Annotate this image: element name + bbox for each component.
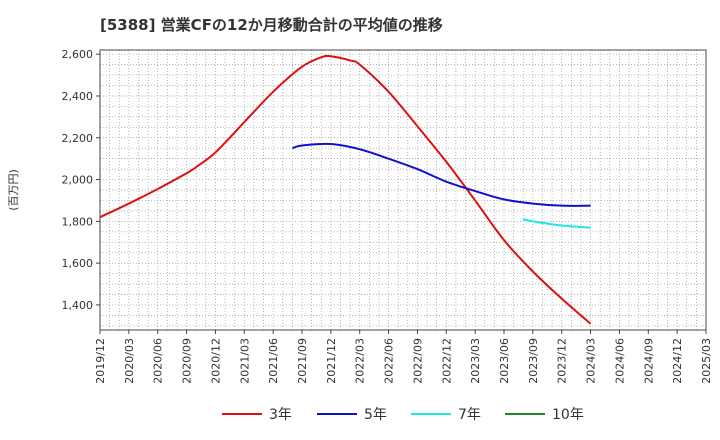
x-tick-label: 2021/06 xyxy=(267,338,280,384)
y-tick-label: 2,400 xyxy=(62,90,94,103)
x-tick-label: 2022/12 xyxy=(440,338,453,384)
x-tick-label: 2024/06 xyxy=(613,338,626,384)
chart-title: [5388] 営業CFの12か月移動合計の平均値の推移 xyxy=(100,16,443,34)
grid xyxy=(100,50,706,330)
x-axis: 2019/12 2020/03 2020/06 2020/09 2020/12 2021/… xyxy=(94,330,713,384)
y-axis-label: (百万円) xyxy=(7,169,20,211)
x-tick-label: 2022/06 xyxy=(383,338,396,384)
series-lines xyxy=(99,54,592,325)
x-tick-label: 2019/12 xyxy=(94,338,107,384)
y-tick-label: 1,800 xyxy=(62,215,94,228)
x-tick-label: 2022/03 xyxy=(354,338,367,384)
y-tick-label: 1,600 xyxy=(62,257,94,270)
x-tick-label: 2024/12 xyxy=(671,338,684,384)
x-tick-label: 2024/09 xyxy=(642,338,655,384)
x-tick-label: 2020/12 xyxy=(209,338,222,384)
x-tick-label: 2021/12 xyxy=(325,338,338,384)
x-tick-label: 2023/12 xyxy=(556,338,569,384)
y-tick-label: 2,000 xyxy=(62,174,94,187)
x-tick-label: 2023/06 xyxy=(498,338,511,384)
y-tick-label: 2,600 xyxy=(62,48,94,61)
legend: 3年 5年 7年 10年 xyxy=(222,407,584,423)
x-tick-label: 2022/09 xyxy=(411,338,424,384)
series-line-3年 xyxy=(99,54,592,325)
x-tick-label: 2020/09 xyxy=(181,338,194,384)
x-tick-label: 2021/03 xyxy=(238,338,251,384)
series-line-7年 xyxy=(523,218,591,229)
x-tick-label: 2020/06 xyxy=(152,338,165,384)
legend-label-5年: 5年 xyxy=(364,407,387,423)
y-tick-label: 1,400 xyxy=(62,299,94,312)
plot-frame xyxy=(99,49,707,331)
legend-label-10年: 10年 xyxy=(552,407,584,423)
y-axis: 1,400 1,600 1,800 2,000 2,200 2,400 2,600 xyxy=(62,48,100,312)
x-tick-label: 2021/09 xyxy=(296,338,309,384)
x-tick-label: 2023/03 xyxy=(469,338,482,384)
x-tick-label: 2025/03 xyxy=(700,338,713,384)
legend-label-3年: 3年 xyxy=(269,407,292,423)
legend-label-7年: 7年 xyxy=(458,407,481,423)
x-tick-label: 2024/03 xyxy=(585,338,598,384)
series-line-5年 xyxy=(292,142,591,207)
x-tick-label: 2020/03 xyxy=(123,338,136,384)
y-tick-label: 2,200 xyxy=(62,132,94,145)
x-tick-label: 2023/09 xyxy=(527,338,540,384)
